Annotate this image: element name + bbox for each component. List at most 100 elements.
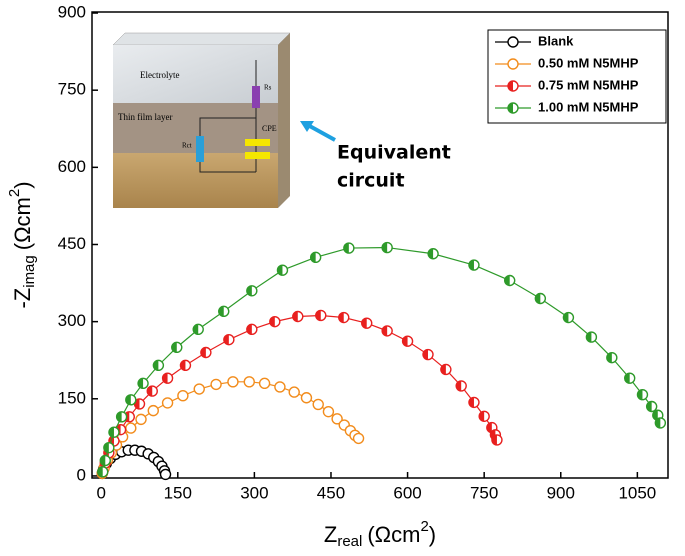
inset-label: Rct [182,142,192,150]
marker [312,398,324,411]
marker-half [402,336,408,347]
marker [179,359,192,372]
marker-body [193,383,205,395]
y-tick-label: 450 [58,234,86,253]
marker [192,323,204,336]
marker-body [352,432,365,445]
annotation: circuit [337,170,405,192]
marker-half [315,310,321,321]
marker-body [159,468,172,481]
marker-body [258,377,271,390]
inset-label: Thin film layer [118,112,172,122]
marker [507,36,519,48]
marker [322,405,335,418]
marker-half [606,352,612,363]
marker-half [361,318,367,329]
marker-half [171,342,177,353]
marker-body [227,376,239,388]
x-tick-label: 600 [393,483,421,502]
marker [381,241,393,254]
marker [177,390,189,402]
x-tick-label: 1050 [618,483,656,502]
marker-half [491,434,497,445]
x-tick-label: 750 [470,483,498,502]
marker-body [135,413,147,426]
marker [97,466,109,478]
marker-half [100,455,106,466]
x-tick-label: 300 [240,483,268,502]
marker [125,394,137,406]
marker-half [116,411,122,422]
label-part: -Z [10,288,35,309]
marker [507,80,519,92]
marker [645,400,658,413]
marker [422,348,434,361]
marker-half [153,360,159,371]
marker-half [193,324,199,335]
marker-body [507,36,519,48]
label-part: 2 [420,518,428,535]
marker-half [637,389,643,400]
marker-half [200,347,206,358]
annotation: Equivalent [337,142,451,164]
label-part: real [337,533,362,550]
marker-half [138,378,144,389]
inset-label: CPE [262,124,277,133]
marker [159,468,172,481]
y-axis-label: -Zimag (Ωcm2) [6,181,38,308]
marker [193,383,205,395]
marker-half [223,334,229,345]
block-top [112,32,291,46]
marker-body [288,386,300,398]
marker [361,317,373,329]
marker [276,264,289,276]
cpe-plate [245,139,270,146]
marker-half [292,311,298,322]
marker-half [147,386,153,397]
marker-body [125,422,137,434]
series-line [101,381,359,474]
marker-half [108,427,114,438]
marker-half [508,103,513,113]
label-part: ) [10,181,35,188]
marker [218,305,230,318]
marker-body [274,381,286,393]
marker-half [310,252,316,263]
marker-half [646,401,652,412]
marker [468,259,480,271]
marker-half [456,380,462,391]
x-tick-label: 150 [164,483,192,502]
legend-label: 1.00 mM N5MHP [538,99,639,114]
marker-body [507,58,519,70]
marker-half [103,442,109,453]
marker [507,102,519,114]
marker [243,376,255,388]
marker-half [382,325,388,336]
marker-half [343,243,349,254]
marker-half [338,312,344,323]
electrolyte-layer [113,45,278,103]
marker [115,411,128,423]
cpe-plate [245,152,270,159]
marker-body [243,376,255,388]
marker-half [652,410,658,421]
marker [103,441,115,454]
marker [504,274,516,287]
marker [269,315,281,328]
marker [309,251,322,264]
marker [108,426,120,438]
marker [246,323,258,336]
marker [381,325,393,337]
marker-half [246,324,252,335]
y-tick-label: 0 [77,465,86,484]
legend-label: 0.50 mM N5MHP [538,55,639,70]
marker [161,397,174,409]
marker [478,410,490,422]
label-part: 2 [6,189,23,197]
marker [585,331,598,343]
marker [300,392,313,404]
marker [315,309,327,322]
rct-resistor [196,136,204,162]
